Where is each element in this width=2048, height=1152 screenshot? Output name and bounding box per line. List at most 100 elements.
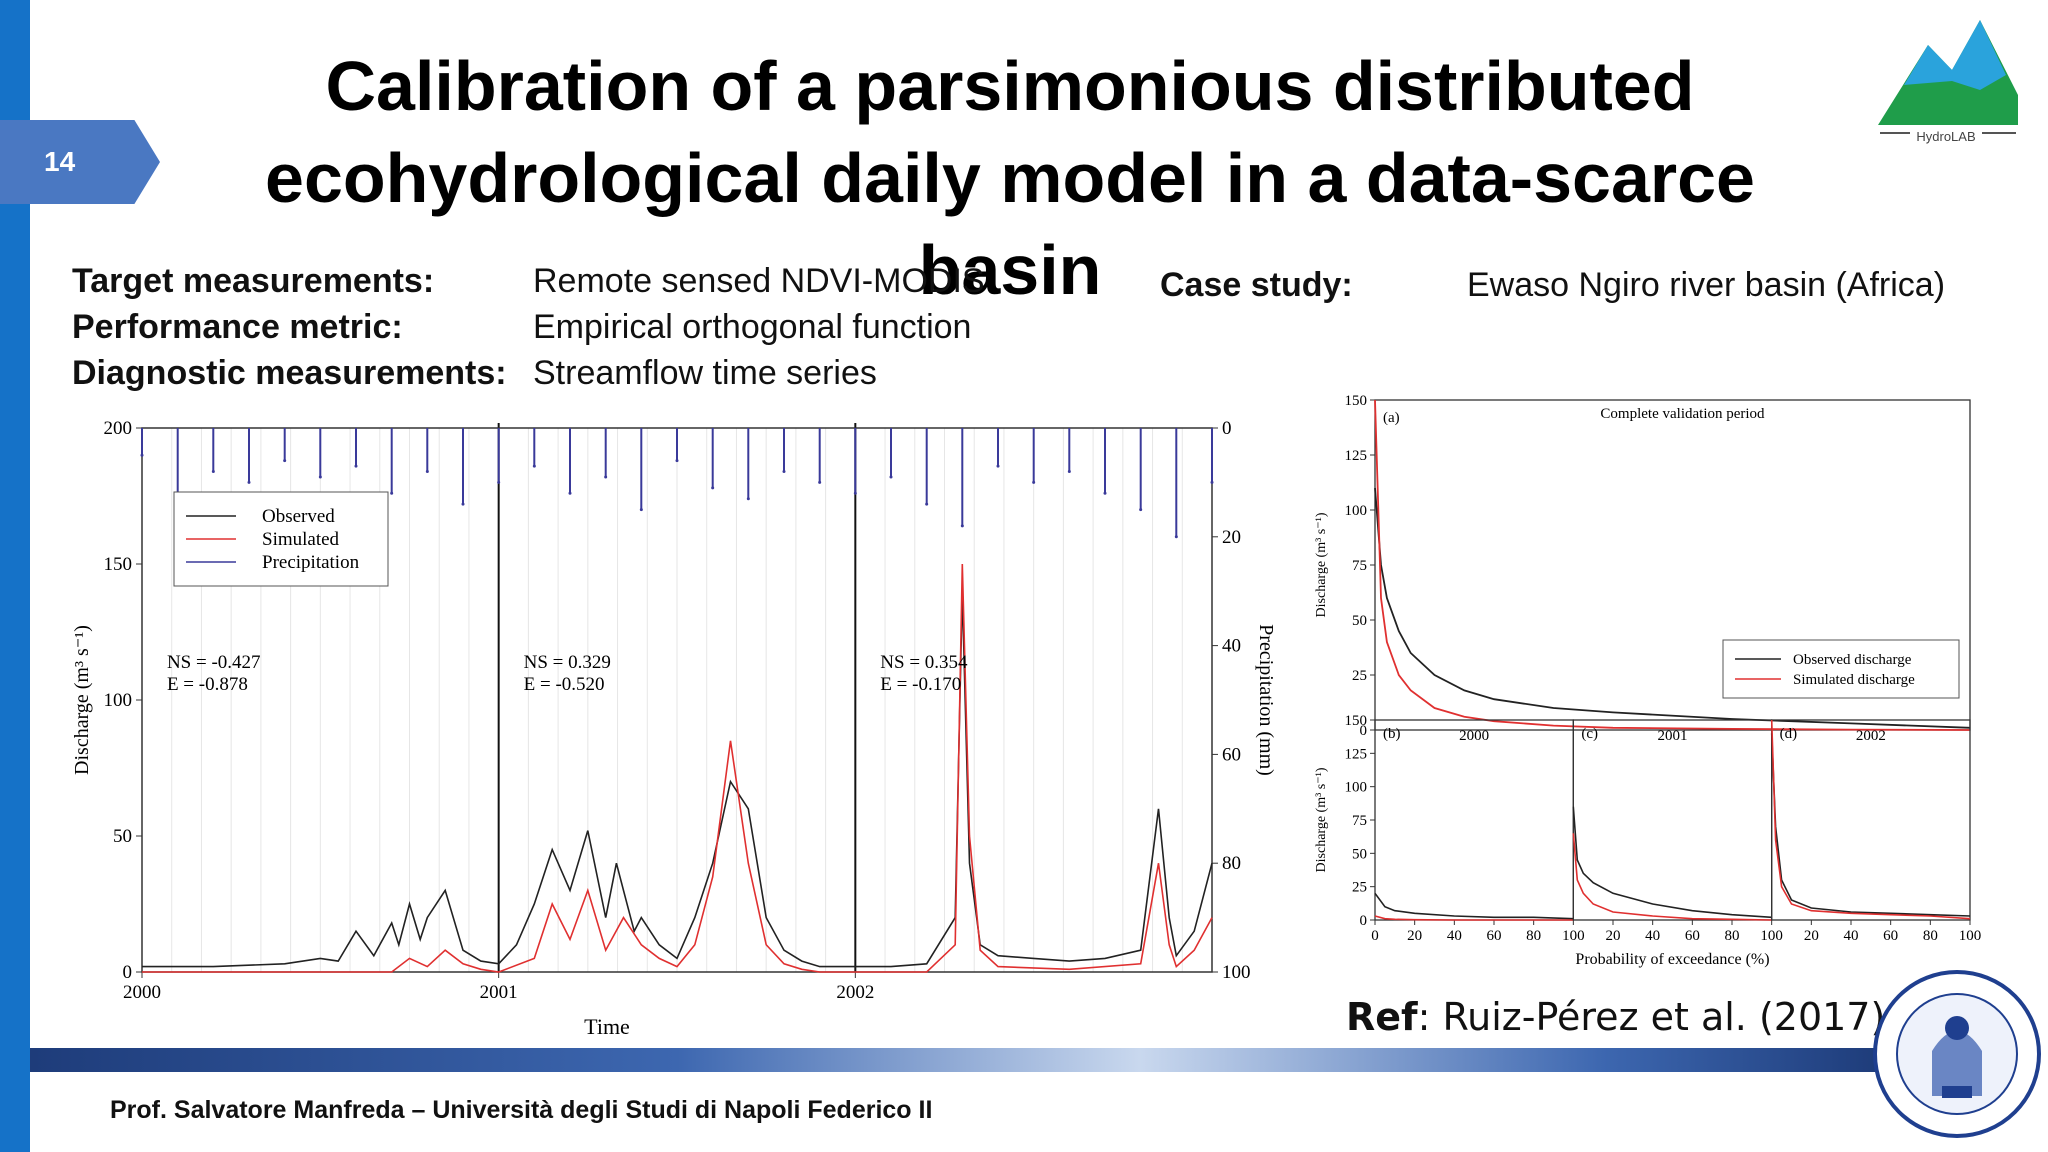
y2-tick-label: 40 xyxy=(1222,636,1241,657)
y-tick-label: 100 xyxy=(1345,503,1368,519)
e-annotation: E = -0.520 xyxy=(524,674,605,695)
x-axis-label: Time xyxy=(584,1014,630,1039)
series-observed xyxy=(1572,806,1772,919)
x-tick-label: 100 xyxy=(1959,928,1982,944)
title-line-1: Calibration of a parsimonious distribute… xyxy=(325,47,1695,125)
precipitation-point xyxy=(140,453,144,457)
y2-tick-label: 20 xyxy=(1222,527,1241,548)
chart-title: Complete validation period xyxy=(1600,406,1765,422)
legend-label: Observed discharge xyxy=(1793,652,1912,668)
x-tick-label: 100 xyxy=(1562,928,1585,944)
info-key: Performance metric: xyxy=(72,308,403,346)
subpanel-frame xyxy=(1771,719,1971,921)
y-tick-label: 200 xyxy=(104,418,133,439)
y2-tick-label: 100 xyxy=(1222,962,1251,983)
precipitation-point xyxy=(1032,480,1036,484)
precipitation-point xyxy=(354,464,358,468)
precipitation-point xyxy=(532,464,536,468)
y-tick-label: 150 xyxy=(1345,393,1368,409)
logo-text: HydroLAB xyxy=(1916,129,1975,144)
series-observed xyxy=(1374,892,1574,920)
y-tick-label: 25 xyxy=(1352,668,1367,684)
x-tick-label: 60 xyxy=(1883,928,1898,944)
legend: Observed discharge Simulated discharge xyxy=(1722,639,1960,699)
precipitation-point xyxy=(960,524,964,528)
y2-axis-label: Precipitation (mm) xyxy=(1255,624,1277,776)
flow-duration-chart: 0 25 50 75 100 125 150 (a) Complete validation p… xyxy=(1314,393,1982,968)
precipitation-point xyxy=(318,475,322,479)
series-precipitation xyxy=(141,428,1213,537)
panel-label: (d) xyxy=(1780,726,1798,742)
y-tick-label: 125 xyxy=(1345,746,1368,762)
precipitation-point xyxy=(925,502,929,506)
x-axis-label: Probability of exceedance (%) xyxy=(1575,951,1769,968)
y-tick-label: 50 xyxy=(113,826,132,847)
y-tick-label: 25 xyxy=(1352,880,1367,896)
precipitation-point xyxy=(497,480,501,484)
x-tick-label: 100 xyxy=(1760,928,1783,944)
panel-label: (c) xyxy=(1581,726,1598,742)
slide-title: Calibration of a parsimonious distribute… xyxy=(170,40,1850,316)
y-tick-label: 150 xyxy=(104,554,133,575)
y-tick-label: 75 xyxy=(1352,813,1367,829)
precipitation-point xyxy=(889,475,893,479)
y2-tick-label: 0 xyxy=(1222,418,1232,439)
x-tick-label: 80 xyxy=(1526,928,1541,944)
university-seal xyxy=(1872,966,2042,1142)
seal-emblem-icon xyxy=(1873,970,2041,1138)
hydrolab-logo: HydroLAB xyxy=(1870,15,2020,155)
y-tick-label: 100 xyxy=(1345,780,1368,796)
precipitation-point xyxy=(1174,535,1178,539)
x-tick-label: 40 xyxy=(1645,928,1660,944)
x-tick-label: 60 xyxy=(1487,928,1502,944)
case-study-value: Ewaso Ngiro river basin (Africa) xyxy=(1467,266,1946,304)
x-tick-label: 0 xyxy=(1371,928,1379,944)
info-row-metric: Performance metric: xyxy=(72,304,403,350)
precipitation-point xyxy=(1103,491,1107,495)
precipitation-point xyxy=(604,475,608,479)
info-key: Diagnostic measurements: xyxy=(72,354,507,392)
series-simulated xyxy=(142,563,1213,973)
precipitation-point xyxy=(675,459,679,463)
series-simulated xyxy=(1770,719,1971,920)
y-tick-label: 125 xyxy=(1345,448,1368,464)
precipitation-point xyxy=(746,497,750,501)
series-simulated xyxy=(1374,399,1971,731)
y-tick-label: 100 xyxy=(104,690,133,711)
y2-tick-label: 80 xyxy=(1222,853,1241,874)
precipitation-point xyxy=(390,491,394,495)
y-axis-label: Discharge (m³ s⁻¹) xyxy=(71,625,93,775)
precipitation-point xyxy=(1067,470,1071,474)
slide-number: 14 xyxy=(0,120,160,204)
y-tick-label: 75 xyxy=(1352,558,1367,574)
y-tick-label: 50 xyxy=(1352,613,1367,629)
series-simulated xyxy=(1572,833,1772,921)
y-tick-label: 50 xyxy=(1352,846,1367,862)
x-tick-label: 80 xyxy=(1923,928,1938,944)
legend-box xyxy=(1722,639,1960,699)
precipitation-point xyxy=(782,470,786,474)
x-tick-label: 20 xyxy=(1407,928,1422,944)
series-observed xyxy=(142,591,1213,968)
hydrolab-mountain-icon: HydroLAB xyxy=(1878,20,2018,144)
info-row-diagnostic: Diagnostic measurements: xyxy=(72,350,507,396)
series-observed xyxy=(1770,733,1971,917)
x-tick-label: 60 xyxy=(1685,928,1700,944)
info-row-target: Target measurements: xyxy=(72,258,434,304)
x-tick-label: 40 xyxy=(1844,928,1859,944)
e-annotation: E = -0.170 xyxy=(880,674,961,695)
subpanel-title: 2002 xyxy=(1856,728,1886,744)
legend-label: Simulated discharge xyxy=(1793,672,1915,688)
precipitation-point xyxy=(996,464,1000,468)
subpanel-frame xyxy=(1572,719,1773,921)
series-observed xyxy=(1374,487,1971,729)
series-simulated xyxy=(1374,915,1574,921)
precipitation-point xyxy=(1210,480,1214,484)
precipitation-point xyxy=(211,470,215,474)
y-tick-label: 0 xyxy=(1360,723,1368,739)
info-value-metric: Empirical orthogonal function xyxy=(533,308,972,346)
legend-label: Simulated xyxy=(262,529,340,550)
info-key: Target measurements: xyxy=(72,262,435,300)
x-tick-label: 80 xyxy=(1725,928,1740,944)
